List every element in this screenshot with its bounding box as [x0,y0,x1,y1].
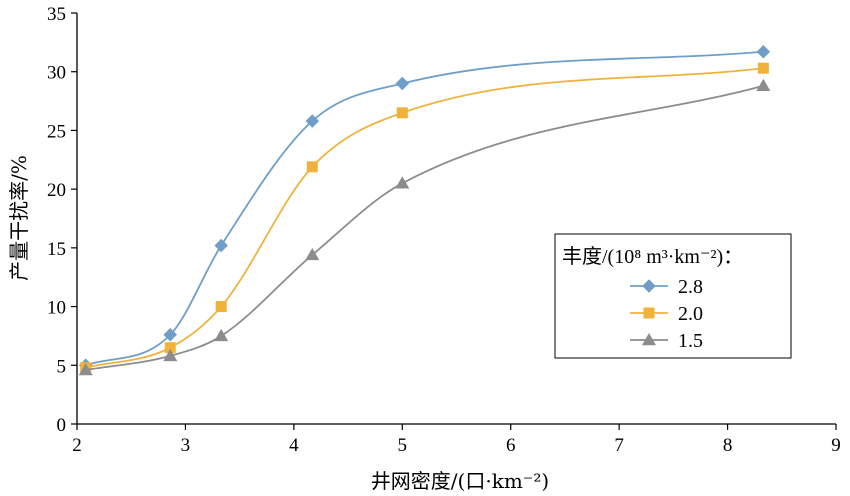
y-tick-label: 20 [47,180,66,201]
data-point-2.8 [395,76,410,91]
x-tick-label: 2 [72,435,82,456]
legend-label-1.5: 1.5 [678,330,703,352]
x-tick-label: 6 [506,435,516,456]
data-point-2.8 [214,238,229,253]
y-tick-label: 15 [47,239,66,260]
data-point-2.0 [757,62,769,74]
data-point-2.0 [396,107,408,119]
legend-items: 2.8 2.0 1.5 [630,276,703,352]
data-point-1.5 [756,78,771,92]
legend-marker-2.0 [643,307,655,319]
data-point-2.8 [756,44,771,59]
data-point-1.5 [305,247,320,261]
x-tick-label: 3 [181,435,191,456]
y-tick-label: 35 [47,4,66,25]
legend-box [554,233,792,359]
legend: 丰度/(10⁸ m³·km⁻²)： 2.8 2.0 1.5 [554,233,792,359]
data-point-2.8 [163,327,178,342]
y-tick-label: 30 [47,63,66,84]
x-tick-label: 9 [831,435,841,456]
axes-layer [76,13,836,425]
y-tick-label: 25 [47,121,66,142]
data-point-1.5 [163,348,178,362]
data-point-2.0 [215,301,227,313]
data-point-1.5 [214,328,229,342]
data-point-1.5 [395,176,410,189]
x-tick-label: 5 [398,435,408,456]
series-layer [78,44,771,376]
y-tick-label: 5 [57,356,67,377]
y-axis-title: 产量干扰率/% [7,155,31,281]
legend-marker-1.5 [642,333,656,346]
y-tick-label: 0 [57,415,67,436]
x-tick-label: 8 [723,435,733,456]
data-point-1.5 [78,362,93,376]
data-point-2.0 [164,342,176,354]
x-axis-title: 井网密度/(口·km⁻²) [371,469,549,493]
data-point-2.8 [305,114,320,128]
data-point-2.0 [306,161,318,173]
x-tick-label: 4 [289,435,299,456]
legend-label-2.8: 2.8 [678,276,703,298]
legend-marker-2.8 [642,279,656,293]
legend-title: 丰度/(10⁸ m³·km⁻²)： [562,245,743,268]
ticks-layer: 2 3 4 5 6 7 8 9 0 5 10 15 20 25 30 35 [47,4,841,456]
x-tick-label: 7 [614,435,624,456]
legend-label-2.0: 2.0 [678,303,703,325]
y-tick-label: 10 [47,298,66,319]
